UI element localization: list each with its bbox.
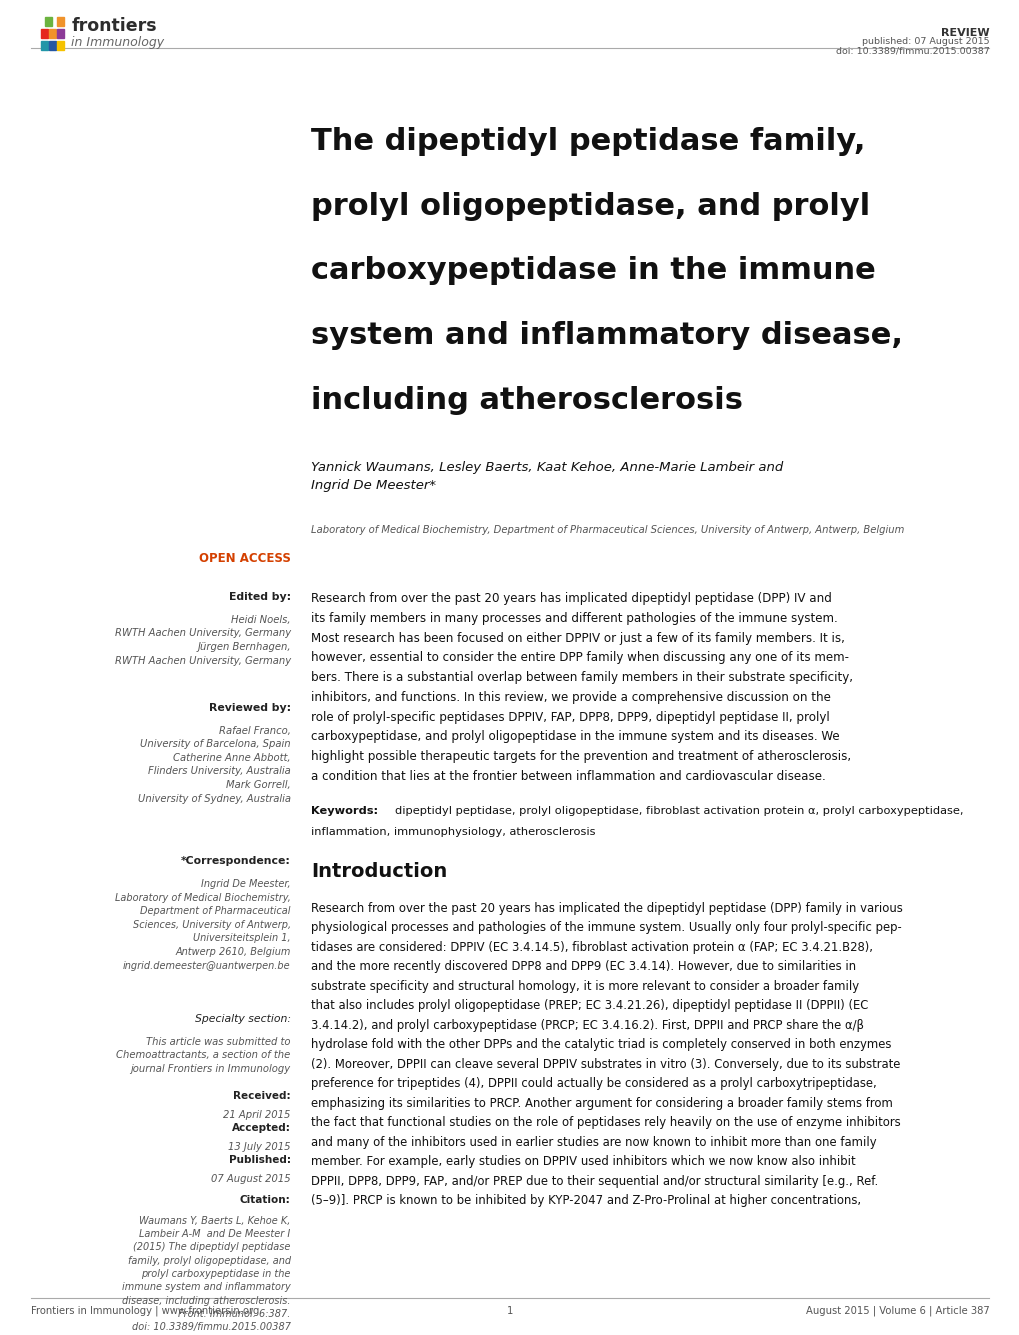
Text: Published:: Published: [228, 1155, 290, 1165]
Bar [57, 17, 64, 25]
Text: dipeptidyl peptidase, prolyl oligopeptidase, fibroblast activation protein α, pr: dipeptidyl peptidase, prolyl oligopeptid… [394, 805, 962, 816]
Text: hydrolase fold with the other DPPs and the catalytic triad is completely conserv: hydrolase fold with the other DPPs and t… [311, 1039, 891, 1051]
Text: 1: 1 [506, 1306, 513, 1315]
Text: August 2015 | Volume 6 | Article 387: August 2015 | Volume 6 | Article 387 [805, 1306, 988, 1316]
Bar [49, 29, 56, 37]
Bar [57, 41, 64, 49]
Text: (2). Moreover, DPPII can cleave several DPPIV substrates in vitro (3). Conversel: (2). Moreover, DPPII can cleave several … [311, 1057, 900, 1071]
Text: Heidi Noels,
RWTH Aachen University, Germany
Jürgen Bernhagen,
RWTH Aachen Unive: Heidi Noels, RWTH Aachen University, Ger… [114, 614, 290, 666]
Text: emphasizing its similarities to PRCP. Another argument for considering a broader: emphasizing its similarities to PRCP. An… [311, 1097, 892, 1109]
Text: including atherosclerosis: including atherosclerosis [311, 386, 743, 415]
Text: 21 April 2015: 21 April 2015 [223, 1111, 290, 1120]
Text: Reviewed by:: Reviewed by: [208, 702, 290, 713]
Text: substrate specificity and structural homology, it is more relevant to consider a: substrate specificity and structural hom… [311, 980, 858, 993]
Text: The dipeptidyl peptidase family,: The dipeptidyl peptidase family, [311, 127, 865, 156]
Text: role of prolyl-specific peptidases DPPIV, FAP, DPP8, DPP9, dipeptidyl peptidase : role of prolyl-specific peptidases DPPIV… [311, 710, 829, 724]
Text: Received:: Received: [233, 1092, 290, 1101]
Text: inflammation, immunophysiology, atherosclerosis: inflammation, immunophysiology, atherosc… [311, 828, 595, 837]
Text: member. For example, early studies on DPPIV used inhibitors which we now know al: member. For example, early studies on DP… [311, 1155, 855, 1168]
Text: Ingrid De Meester,
Laboratory of Medical Biochemistry,
Department of Pharmaceuti: Ingrid De Meester, Laboratory of Medical… [115, 880, 290, 971]
Text: prolyl oligopeptidase, and prolyl: prolyl oligopeptidase, and prolyl [311, 191, 869, 220]
Text: and the more recently discovered DPP8 and DPP9 (EC 3.4.14). However, due to simi: and the more recently discovered DPP8 an… [311, 960, 855, 973]
Text: OPEN ACCESS: OPEN ACCESS [199, 551, 290, 565]
Bar [45, 17, 52, 25]
Text: 3.4.14.2), and prolyl carboxypeptidase (PRCP; EC 3.4.16.2). First, DPPII and PRC: 3.4.14.2), and prolyl carboxypeptidase (… [311, 1019, 863, 1032]
Text: Research from over the past 20 years has implicated the dipeptidyl peptidase (DP: Research from over the past 20 years has… [311, 902, 902, 914]
Text: frontiers: frontiers [71, 17, 157, 35]
Bar [49, 41, 56, 49]
Text: Research from over the past 20 years has implicated dipeptidyl peptidase (DPP) I: Research from over the past 20 years has… [311, 593, 832, 605]
Text: however, essential to consider the entire DPP family when discussing any one of : however, essential to consider the entir… [311, 651, 848, 665]
Text: tidases are considered: DPPIV (EC 3.4.14.5), fibroblast activation protein α (FA: tidases are considered: DPPIV (EC 3.4.14… [311, 941, 872, 953]
Text: preference for tripeptides (4), DPPII could actually be considered as a prolyl c: preference for tripeptides (4), DPPII co… [311, 1077, 876, 1091]
Bar [41, 41, 48, 49]
Text: Rafael Franco,
University of Barcelona, Spain
Catherine Anne Abbott,
Flinders Un: Rafael Franco, University of Barcelona, … [138, 726, 290, 804]
Text: highlight possible therapeutic targets for the prevention and treatment of ather: highlight possible therapeutic targets f… [311, 750, 851, 764]
Text: Introduction: Introduction [311, 862, 447, 881]
Text: a condition that lies at the frontier between inflammation and cardiovascular di: a condition that lies at the frontier be… [311, 770, 825, 782]
Text: Laboratory of Medical Biochemistry, Department of Pharmaceutical Sciences, Unive: Laboratory of Medical Biochemistry, Depa… [311, 525, 904, 535]
Text: Frontiers in Immunology | www.frontiersin.org: Frontiers in Immunology | www.frontiersi… [31, 1306, 259, 1316]
Text: in Immunology: in Immunology [71, 36, 164, 48]
Text: its family members in many processes and different pathologies of the immune sys: its family members in many processes and… [311, 611, 837, 625]
Text: (5–9)]. PRCP is known to be inhibited by KYP-2047 and Z-Pro-Prolinal at higher c: (5–9)]. PRCP is known to be inhibited by… [311, 1193, 860, 1207]
Text: Waumans Y, Baerts L, Kehoe K,
Lambeir A-M  and De Meester I
(2015) The dipeptidy: Waumans Y, Baerts L, Kehoe K, Lambeir A-… [122, 1215, 290, 1332]
Text: DPPII, DPP8, DPP9, FAP, and/or PREP due to their sequential and/or structural si: DPPII, DPP8, DPP9, FAP, and/or PREP due … [311, 1175, 877, 1188]
Text: Most research has been focused on either DPPIV or just a few of its family membe: Most research has been focused on either… [311, 631, 844, 645]
Text: Citation:: Citation: [239, 1196, 290, 1206]
Text: system and inflammatory disease,: system and inflammatory disease, [311, 320, 902, 350]
Text: Edited by:: Edited by: [228, 593, 290, 602]
Text: 07 August 2015: 07 August 2015 [211, 1175, 290, 1184]
Text: carboxypeptidase in the immune: carboxypeptidase in the immune [311, 256, 875, 286]
Text: Specialty section:: Specialty section: [195, 1015, 290, 1024]
Text: 13 July 2015: 13 July 2015 [228, 1141, 290, 1152]
Text: REVIEW: REVIEW [940, 28, 988, 37]
Text: *Correspondence:: *Correspondence: [180, 857, 290, 866]
Text: inhibitors, and functions. In this review, we provide a comprehensive discussion: inhibitors, and functions. In this revie… [311, 692, 830, 704]
Text: physiological processes and pathologies of the immune system. Usually only four : physiological processes and pathologies … [311, 921, 901, 934]
Bar [41, 29, 48, 37]
Text: published: 07 August 2015: published: 07 August 2015 [861, 37, 988, 47]
Text: bers. There is a substantial overlap between family members in their substrate s: bers. There is a substantial overlap bet… [311, 672, 852, 684]
Text: and many of the inhibitors used in earlier studies are now known to inhibit more: and many of the inhibitors used in earli… [311, 1136, 876, 1148]
Bar [57, 29, 64, 37]
Text: carboxypeptidase, and prolyl oligopeptidase in the immune system and its disease: carboxypeptidase, and prolyl oligopeptid… [311, 730, 839, 744]
Text: the fact that functional studies on the role of peptidases rely heavily on the u: the fact that functional studies on the … [311, 1116, 900, 1129]
Text: Accepted:: Accepted: [231, 1124, 290, 1133]
Text: Keywords:: Keywords: [311, 805, 382, 816]
Text: that also includes prolyl oligopeptidase (PREP; EC 3.4.21.26), dipeptidyl peptid: that also includes prolyl oligopeptidase… [311, 999, 867, 1012]
Text: Yannick Waumans, Lesley Baerts, Kaat Kehoe, Anne-Marie Lambeir and
Ingrid De Mee: Yannick Waumans, Lesley Baerts, Kaat Keh… [311, 461, 783, 493]
Text: doi: 10.3389/fimmu.2015.00387: doi: 10.3389/fimmu.2015.00387 [835, 47, 988, 56]
Text: This article was submitted to
Chemoattractants, a section of the
journal Frontie: This article was submitted to Chemoattra… [116, 1036, 290, 1073]
